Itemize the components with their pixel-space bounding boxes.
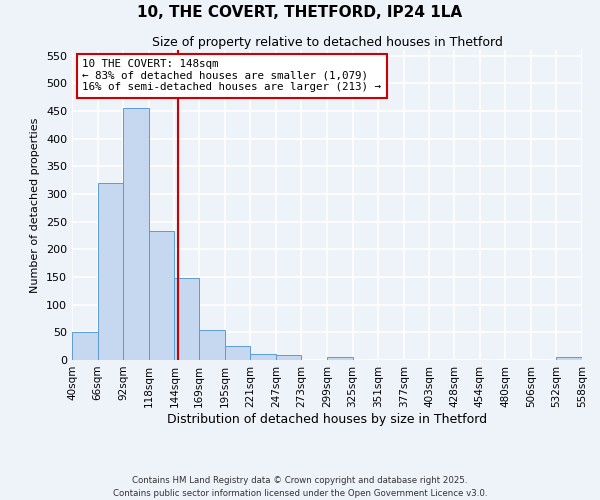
Bar <box>149 231 175 360</box>
Text: 10, THE COVERT, THETFORD, IP24 1LA: 10, THE COVERT, THETFORD, IP24 1LA <box>137 5 463 20</box>
X-axis label: Distribution of detached houses by size in Thetford: Distribution of detached houses by size … <box>167 412 487 426</box>
Bar <box>224 346 250 360</box>
Bar <box>98 183 123 360</box>
Bar <box>199 330 224 360</box>
Bar <box>123 108 149 360</box>
Bar <box>276 355 301 360</box>
Text: Contains HM Land Registry data © Crown copyright and database right 2025.
Contai: Contains HM Land Registry data © Crown c… <box>113 476 487 498</box>
Title: Size of property relative to detached houses in Thetford: Size of property relative to detached ho… <box>152 36 502 49</box>
Y-axis label: Number of detached properties: Number of detached properties <box>31 118 40 292</box>
Text: 10 THE COVERT: 148sqm
← 83% of detached houses are smaller (1,079)
16% of semi-d: 10 THE COVERT: 148sqm ← 83% of detached … <box>82 60 381 92</box>
Bar <box>327 357 353 360</box>
Bar <box>250 354 276 360</box>
Bar <box>175 278 199 360</box>
Bar <box>556 357 582 360</box>
Bar <box>72 332 98 360</box>
